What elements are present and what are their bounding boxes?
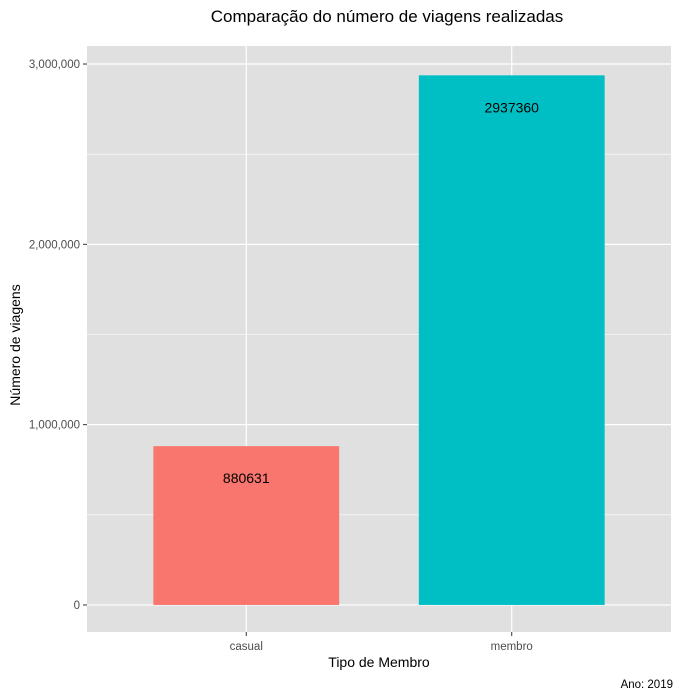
x-tick-label: membro [491, 641, 533, 653]
data-labels: 880631 2937360 [223, 99, 539, 486]
bar-value-label: 880631 [223, 470, 270, 486]
y-tick-label: 2,000,000 [29, 239, 80, 251]
y-tick-label: 1,000,000 [29, 420, 80, 432]
y-axis-ticks: 0 1,000,000 2,000,000 3,000,000 [29, 59, 87, 612]
chart-title: Comparação do número de viagens realizad… [211, 7, 563, 26]
y-tick-label: 3,000,000 [29, 59, 80, 71]
caption: Ano: 2019 [621, 679, 673, 691]
x-tick-label: casual [230, 641, 263, 653]
y-axis-title: Número de viagens [7, 284, 23, 405]
x-axis-title: Tipo de Membro [328, 654, 430, 670]
x-axis-ticks: casual membro [230, 632, 533, 653]
bar-membro [418, 75, 605, 605]
bar-value-label: 2937360 [484, 99, 539, 115]
y-tick-label: 0 [74, 600, 80, 612]
bars [153, 75, 605, 605]
bar-casual [153, 446, 340, 605]
